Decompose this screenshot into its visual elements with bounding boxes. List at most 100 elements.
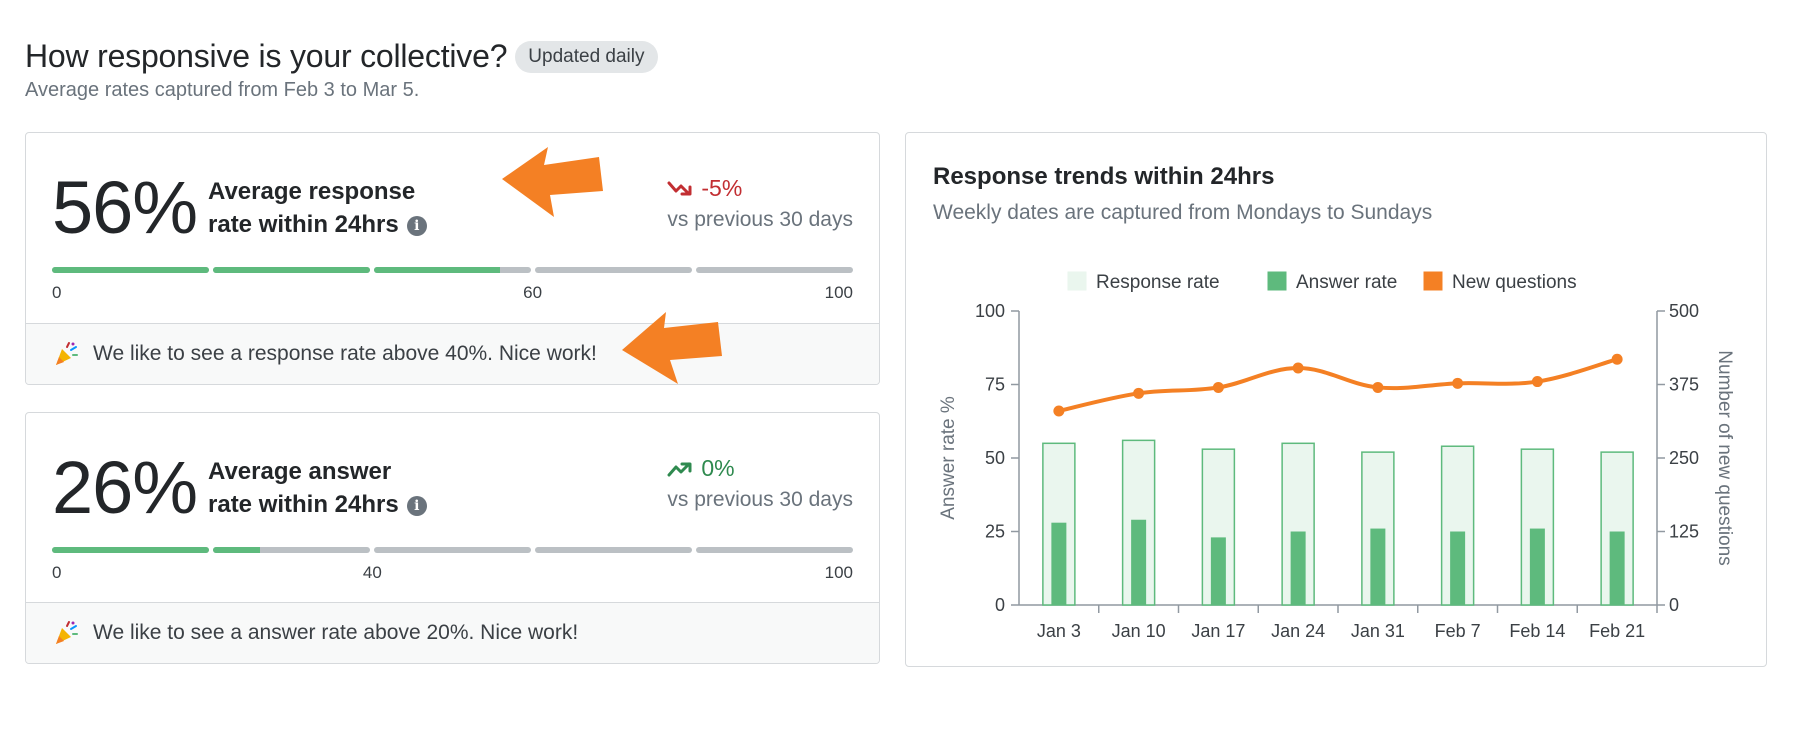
x-tick-label: Jan 24 — [1271, 621, 1325, 641]
answer-rate-card: 26% Average answer rate within 24hrs i 0%… — [25, 412, 880, 664]
response-rate-delta: -5% vs previous 30 days — [667, 175, 853, 232]
label-line-2: rate within 24hrs — [208, 491, 399, 518]
x-tick-label: Jan 17 — [1191, 621, 1245, 641]
progress-segment — [213, 267, 370, 273]
card-body: 56% Average response rate within 24hrs i … — [26, 133, 879, 325]
progress-segment — [52, 267, 209, 273]
chart-title: Response trends within 24hrs — [933, 163, 1275, 190]
x-tick-label: Jan 10 — [1112, 621, 1166, 641]
y-right-tick-label: 375 — [1669, 375, 1699, 395]
answer-rate-bar — [1370, 528, 1386, 605]
delta-row: 0% — [667, 455, 853, 482]
delta-value: -5% — [701, 175, 743, 201]
chart-subtitle: Weekly dates are captured from Mondays t… — [933, 201, 1433, 224]
x-tick-label: Jan 31 — [1351, 621, 1405, 641]
delta-value: 0% — [701, 455, 735, 481]
label-line-2: rate within 24hrs — [208, 211, 399, 238]
annotation-arrow-icon — [502, 147, 603, 217]
progress-segment — [535, 547, 692, 553]
progress-segment — [374, 267, 531, 273]
response-rate-footer-text: We like to see a response rate above 40%… — [93, 342, 597, 365]
delta-compare-text: vs previous 30 days — [667, 488, 853, 511]
legend-label: Response rate — [1096, 272, 1220, 293]
y-axis-right-title: Number of new questions — [1714, 350, 1735, 565]
answer-rate-label: Average answer rate within 24hrs i — [208, 455, 478, 521]
progress-tick-label: 0 — [52, 283, 62, 302]
page-header: How responsive is your collective? Updat… — [25, 38, 658, 102]
legend-swatch — [1267, 271, 1287, 291]
y-right-tick-label: 0 — [1669, 595, 1679, 615]
progress-segment — [535, 267, 692, 273]
page-title: How responsive is your collective? — [25, 38, 508, 74]
answer-rate-percent: 26% — [52, 446, 198, 529]
card-body: 26% Average answer rate within 24hrs i 0%… — [26, 413, 879, 605]
x-tick-label: Feb 7 — [1435, 621, 1481, 641]
party-popper-icon — [56, 342, 78, 365]
progress-tick-label: 40 — [362, 563, 382, 582]
progress-segment — [52, 547, 209, 553]
answer-rate-bar — [1131, 519, 1147, 605]
progress-tick-labels: 0 60 100 — [52, 283, 853, 305]
response-rate-footer: We like to see a response rate above 40%… — [26, 323, 879, 384]
progress-fill — [374, 267, 500, 273]
info-icon[interactable]: i — [406, 495, 427, 516]
new-questions-point — [1531, 376, 1543, 388]
y-right-tick-label: 500 — [1669, 301, 1699, 321]
response-rate-percent: 56% — [52, 166, 198, 249]
new-questions-point — [1611, 353, 1623, 365]
new-questions-point — [1133, 387, 1145, 399]
y-right-tick-label: 250 — [1669, 448, 1699, 468]
info-icon[interactable]: i — [406, 215, 427, 236]
progress-segment — [696, 267, 853, 273]
response-rate-card: 56% Average response rate within 24hrs i … — [25, 132, 880, 385]
y-right-tick-label: 125 — [1669, 522, 1699, 542]
page-subtitle: Average rates captured from Feb 3 to Mar… — [25, 79, 420, 101]
label-line-1: Average answer — [208, 458, 392, 485]
y-tick-label: 25 — [985, 522, 1005, 542]
trend-down-icon — [667, 181, 692, 195]
delta-row: -5% — [667, 175, 853, 202]
answer-rate-bar — [1450, 531, 1466, 605]
updated-badge: Updated daily — [515, 40, 658, 73]
legend-label: New questions — [1452, 272, 1577, 293]
annotation-arrow-icon — [622, 312, 722, 384]
answer-rate-bar — [1290, 531, 1306, 605]
progress-fill — [213, 547, 261, 553]
answer-rate-footer-text: We like to see a answer rate above 20%. … — [93, 621, 579, 644]
response-trends-chart-card: Response trends within 24hrs Weekly date… — [905, 132, 1767, 667]
progress-segment — [696, 547, 853, 553]
answer-rate-footer: We like to see a answer rate above 20%. … — [26, 602, 879, 663]
answer-rate-bar — [1051, 522, 1067, 605]
progress-tick-label: 100 — [824, 283, 853, 302]
new-questions-point — [1053, 405, 1065, 417]
legend-swatch — [1067, 271, 1087, 291]
label-line-1: Average response — [208, 178, 416, 205]
progress-tick-labels: 0 40 100 — [52, 563, 853, 585]
trend-up-icon — [667, 462, 692, 476]
new-questions-point — [1372, 381, 1384, 393]
answer-rate-bar — [1529, 528, 1545, 605]
progress-fill — [213, 267, 370, 273]
answer-rate-bar — [1210, 537, 1226, 605]
progress-tick-label: 60 — [523, 283, 543, 302]
answer-rate-bar — [1609, 531, 1625, 605]
x-tick-label: Feb 14 — [1509, 621, 1565, 641]
answer-rate-delta: 0% vs previous 30 days — [667, 455, 853, 512]
x-tick-label: Jan 3 — [1037, 621, 1081, 641]
x-tick-label: Feb 21 — [1589, 621, 1645, 641]
y-tick-label: 0 — [995, 595, 1005, 615]
answer-rate-progress-bar — [52, 547, 853, 553]
response-rate-progress-bar — [52, 267, 853, 273]
y-tick-label: 75 — [985, 375, 1005, 395]
y-axis-title: Answer rate % — [938, 396, 959, 520]
title-row: How responsive is your collective? Updat… — [25, 38, 658, 75]
legend-swatch — [1423, 271, 1443, 291]
legend-label: Answer rate — [1296, 272, 1397, 293]
progress-segment — [213, 547, 370, 553]
response-trends-chart: Response rate Answer rate New questions 0 25… — [938, 271, 1735, 641]
progress-fill — [52, 547, 209, 553]
new-questions-point — [1292, 362, 1304, 374]
y-tick-label: 100 — [975, 301, 1005, 321]
progress-fill — [52, 267, 209, 273]
y-tick-label: 50 — [985, 448, 1005, 468]
